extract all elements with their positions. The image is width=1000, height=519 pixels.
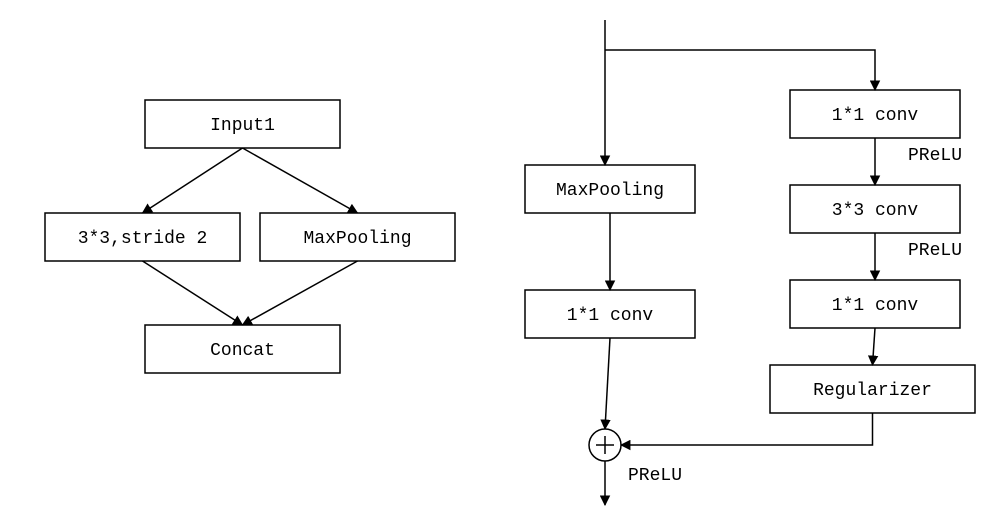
right-conv11a-label: 1*1 conv [832,106,919,126]
edge [143,148,243,213]
left-concat-label: Concat [210,341,275,361]
edge [243,261,358,325]
edge [605,338,610,429]
right-regularizer-label: Regularizer [813,381,932,401]
left-conv33-label: 3*3,stride 2 [78,229,208,249]
left-maxpool-label: MaxPooling [303,229,411,249]
edge [243,148,358,213]
prelu-label-2: PReLU [628,466,682,486]
right-conv11b-label: 1*1 conv [832,296,919,316]
edge [873,328,876,365]
right-conv11L-label: 1*1 conv [567,306,654,326]
edge [621,413,873,445]
edge [143,261,243,325]
right-conv33-label: 3*3 conv [832,201,919,221]
prelu-label-0: PReLU [908,146,962,166]
edge [605,50,875,90]
left-input1-label: Input1 [210,116,275,136]
prelu-label-1: PReLU [908,241,962,261]
right-maxpool-label: MaxPooling [556,181,664,201]
